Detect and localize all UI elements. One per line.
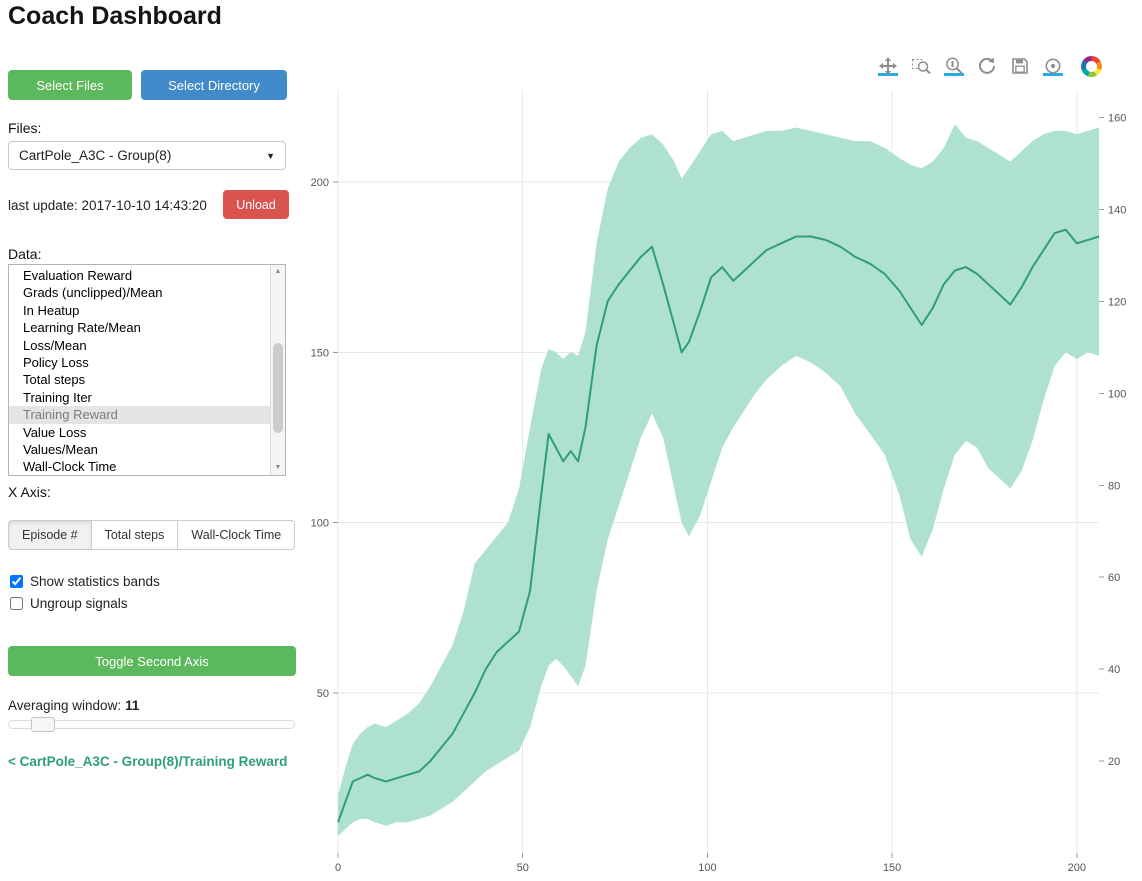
breadcrumb-link[interactable]: < CartPole_A3C - Group(8)/Training Rewar… [8, 754, 288, 769]
show-bands-label: Show statistics bands [30, 574, 160, 589]
svg-text:100: 100 [1108, 388, 1126, 400]
save-tool-icon[interactable] [1010, 56, 1030, 76]
scroll-up-icon[interactable]: ▲ [274, 268, 282, 275]
data-signal-list: Evaluation Reward Grads (unclipped)/Mean I… [8, 264, 286, 476]
files-dropdown[interactable]: CartPole_A3C - Group(8) ▼ [8, 141, 286, 170]
ungroup-signals-row[interactable]: Ungroup signals [10, 596, 128, 611]
reset-tool-icon[interactable] [977, 56, 997, 76]
list-item[interactable]: In Heatup [23, 302, 80, 318]
svg-text:200: 200 [311, 177, 329, 189]
confidence-band [338, 124, 1099, 837]
files-dropdown-value: CartPole_A3C - Group(8) [19, 148, 172, 163]
svg-text:50: 50 [517, 862, 529, 874]
toggle-second-axis-button[interactable]: Toggle Second Axis [8, 646, 296, 676]
list-item[interactable]: Values/Mean [23, 442, 98, 458]
xaxis-option-total-steps[interactable]: Total steps [90, 520, 179, 550]
xaxis-option-episode-[interactable]: Episode # [8, 520, 92, 550]
list-item[interactable]: Policy Loss [23, 355, 89, 371]
svg-text:150: 150 [883, 862, 901, 874]
xaxis-button-group: Episode # Total steps Wall-Clock Time [8, 520, 296, 550]
pan-tool-icon[interactable] [878, 56, 898, 76]
xaxis-option-wall-clock-time[interactable]: Wall-Clock Time [177, 520, 296, 550]
plot-toolbar [878, 56, 1102, 77]
list-item[interactable]: Evaluation Reward [23, 268, 133, 283]
chart-panel: 0 50 100 150 200 50 100 150 200 20 40 60 80 100 120 140… [300, 50, 1142, 881]
averaging-window-label: Averaging window: [8, 698, 122, 713]
scroll-down-icon[interactable]: ▼ [274, 464, 282, 471]
wheel-zoom-tool-icon[interactable] [944, 56, 964, 76]
list-item[interactable]: Training Reward [9, 406, 270, 424]
ungroup-signals-label: Ungroup signals [30, 596, 128, 611]
page-title: Coach Dashboard [8, 2, 222, 30]
list-item[interactable]: Wall-Clock Time [23, 459, 117, 475]
list-scrollbar[interactable]: ▲ ▼ [270, 265, 285, 475]
plot-canvas[interactable]: 0 50 100 150 200 50 100 150 200 20 40 60 80 100 120 140… [300, 90, 1142, 880]
svg-text:150: 150 [311, 347, 329, 359]
scrollbar-thumb[interactable] [273, 343, 283, 433]
select-files-button[interactable]: Select Files [8, 70, 132, 100]
svg-text:60: 60 [1108, 572, 1120, 584]
show-bands-checkbox[interactable] [10, 575, 23, 588]
svg-text:120: 120 [1108, 296, 1126, 308]
axis-tick-labels: 0 50 100 150 200 50 100 150 200 20 40 60 80 100 120 140… [311, 113, 1127, 874]
svg-text:80: 80 [1108, 480, 1120, 492]
svg-text:200: 200 [1068, 862, 1086, 874]
averaging-window-row: Averaging window: 11 [8, 698, 139, 713]
svg-text:100: 100 [311, 518, 329, 530]
list-item[interactable]: Learning Rate/Mean [23, 320, 141, 336]
files-label: Files: [8, 120, 42, 136]
ungroup-signals-checkbox[interactable] [10, 597, 23, 610]
svg-text:0: 0 [335, 862, 341, 874]
show-bands-row[interactable]: Show statistics bands [10, 574, 160, 589]
mean-line [337, 228, 1100, 823]
list-item[interactable]: Value Loss [23, 424, 87, 440]
averaging-window-slider[interactable] [8, 717, 295, 732]
slider-handle[interactable] [31, 717, 55, 732]
svg-text:140: 140 [1108, 205, 1126, 217]
averaging-window-value: 11 [125, 698, 140, 713]
hover-tool-icon[interactable] [1043, 56, 1063, 76]
data-label: Data: [8, 246, 42, 262]
sidebar: Select Files Select Directory Files: Car… [8, 70, 300, 870]
axis-ticks [333, 117, 1104, 858]
list-item[interactable]: Training Iter [23, 389, 92, 405]
dropdown-caret-icon: ▼ [266, 150, 275, 161]
svg-text:50: 50 [317, 688, 329, 700]
svg-text:100: 100 [698, 862, 716, 874]
svg-text:20: 20 [1108, 756, 1120, 768]
list-item[interactable]: Grads (unclipped)/Mean [23, 285, 163, 301]
box-zoom-tool-icon[interactable] [911, 56, 931, 76]
list-item[interactable]: Loss/Mean [23, 337, 87, 353]
last-update-text: last update: 2017-10-10 14:43:20 [8, 198, 207, 213]
xaxis-label: X Axis: [8, 484, 51, 500]
unload-button[interactable]: Unload [223, 190, 289, 219]
svg-text:40: 40 [1108, 664, 1120, 676]
select-directory-button[interactable]: Select Directory [141, 70, 287, 100]
list-item[interactable]: Total steps [23, 372, 86, 388]
svg-text:160: 160 [1108, 113, 1126, 125]
bokeh-logo[interactable] [1081, 56, 1102, 77]
